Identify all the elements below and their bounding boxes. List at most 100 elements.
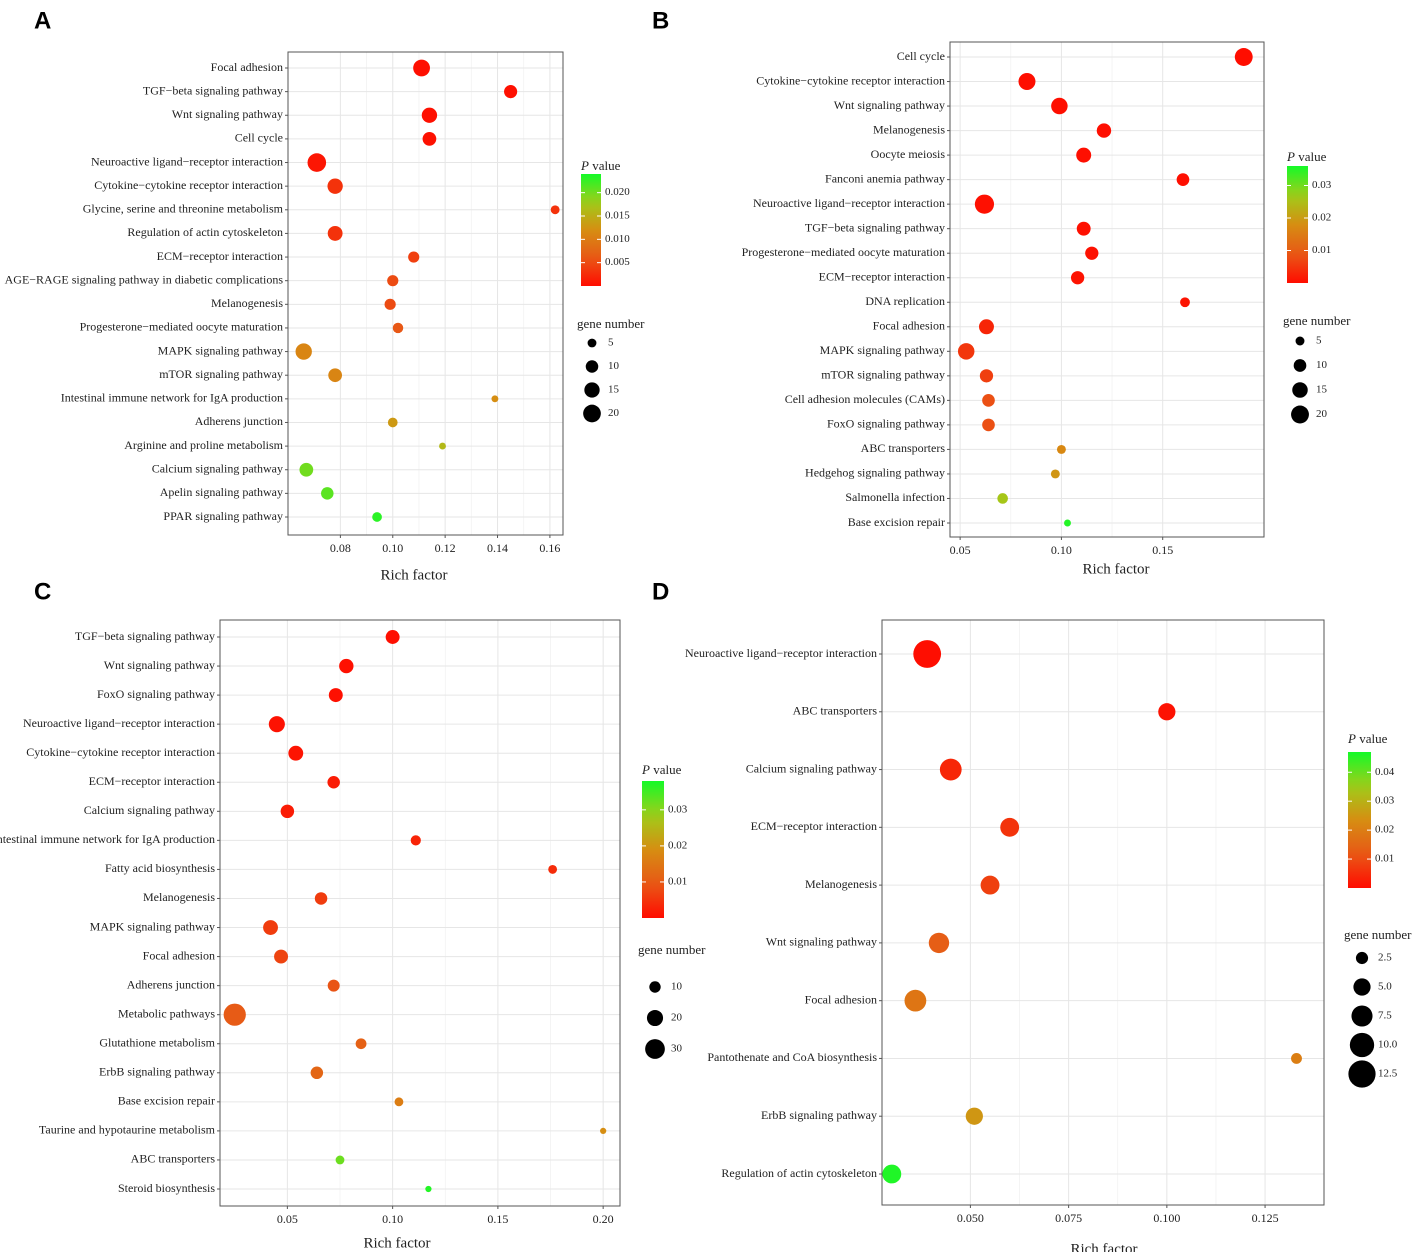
x-tick-label: 0.20 (593, 1212, 614, 1226)
color-legend-tick-label: 0.010 (605, 233, 630, 245)
category-label: Base excision repair (118, 1094, 215, 1108)
data-point (904, 989, 927, 1012)
category-label: Base excision repair (848, 515, 945, 529)
color-legend-title: P value (580, 158, 621, 173)
data-point (982, 394, 995, 407)
size-legend-label: 5.0 (1378, 981, 1392, 993)
data-point (223, 1003, 246, 1026)
color-legend-tick-label: 0.03 (1375, 795, 1395, 807)
category-label: ErbB signaling pathway (761, 1108, 877, 1122)
data-point (1064, 519, 1071, 527)
category-label: ECM−receptor interaction (751, 819, 877, 833)
category-label: Adherens junction (127, 977, 215, 991)
data-point (387, 275, 399, 287)
category-label: Regulation of actin cytoskeleton (721, 1166, 877, 1180)
color-legend-tick-label: 0.03 (1312, 179, 1332, 191)
color-legend-bar (1287, 166, 1308, 283)
x-tick-label: 0.050 (957, 1211, 984, 1225)
data-point (327, 178, 343, 194)
category-label: Glutathione metabolism (99, 1035, 215, 1049)
category-label: TGF−beta signaling pathway (805, 220, 945, 234)
size-legend-dot (585, 360, 599, 373)
color-legend-title-p: P (580, 158, 589, 173)
data-point (980, 875, 1000, 895)
size-legend-label: 20 (608, 407, 620, 419)
category-label: ABC transporters (131, 1152, 216, 1166)
color-legend-tick-label: 0.02 (1375, 824, 1394, 836)
category-label: mTOR signaling pathway (159, 367, 283, 381)
data-point (410, 835, 421, 846)
category-label: Cytokine−cytokine receptor interaction (94, 178, 283, 192)
panel-letter: A (34, 7, 51, 34)
x-tick-label: 0.16 (539, 541, 560, 555)
category-label: Intestinal immune network for IgA produc… (61, 391, 283, 405)
data-point (1070, 271, 1085, 285)
data-point (295, 343, 312, 360)
data-point (548, 865, 558, 874)
category-label: Progesterone−mediated oocyte maturation (80, 320, 283, 334)
panel-letter: B (652, 7, 669, 34)
category-label: Fatty acid biosynthesis (105, 861, 215, 875)
size-legend-label: 10 (608, 360, 620, 372)
category-label: Calcium signaling pathway (746, 761, 877, 775)
category-label: AGE−RAGE signaling pathway in diabetic c… (5, 272, 284, 286)
category-label: Focal adhesion (805, 992, 877, 1006)
plot-frame (949, 41, 1265, 538)
category-label: TGF−beta signaling pathway (75, 629, 215, 643)
panel-letter: D (652, 578, 669, 605)
data-point (384, 298, 396, 310)
category-label: Wnt signaling pathway (834, 98, 945, 112)
x-axis-title: Rich factor (1070, 1241, 1137, 1252)
plot-frame (219, 619, 621, 1207)
category-label: ErbB signaling pathway (99, 1065, 215, 1079)
data-point (997, 493, 1008, 504)
data-point (394, 1097, 404, 1107)
color-legend-title: P value (1286, 149, 1327, 164)
data-point (327, 226, 343, 241)
category-label: Glycine, serine and threonine metabolism (83, 202, 284, 216)
category-label: Intestinal immune network for IgA produc… (0, 832, 215, 846)
data-point (314, 892, 328, 905)
category-label: ABC transporters (861, 441, 946, 455)
color-legend-title-p: P (1286, 149, 1295, 164)
data-point (280, 804, 295, 819)
size-legend-label: 7.5 (1378, 1010, 1392, 1022)
x-tick-label: 0.10 (1051, 543, 1072, 557)
x-tick-label: 0.15 (487, 1212, 508, 1226)
data-point (1096, 123, 1112, 138)
size-legend-dot (1295, 336, 1305, 346)
size-legend-dot (1349, 1032, 1375, 1058)
data-point (392, 322, 404, 334)
category-label: FoxO signaling pathway (827, 417, 945, 431)
data-point (504, 85, 518, 99)
category-label: mTOR signaling pathway (821, 368, 945, 382)
data-point (327, 979, 340, 992)
category-label: DNA replication (865, 294, 945, 308)
category-label: Metabolic pathways (118, 1006, 215, 1020)
data-point (310, 1066, 324, 1080)
data-point (355, 1038, 367, 1050)
x-tick-label: 0.10 (382, 541, 403, 555)
color-legend-tick-label: 0.01 (668, 875, 687, 887)
data-point (600, 1127, 607, 1135)
category-label: Cytokine−cytokine receptor interaction (756, 73, 945, 87)
category-label: Melanogenesis (211, 296, 283, 310)
panel-a: A Focal adhesion TGF−beta signaling pathwa… (5, 7, 646, 583)
category-label: Cytokine−cytokine receptor interaction (26, 745, 215, 759)
category-label: Wnt signaling pathway (766, 935, 877, 949)
color-legend-title: P value (641, 762, 682, 777)
category-label: Focal adhesion (143, 948, 215, 962)
size-legend-dot (1292, 382, 1308, 398)
size-legend-label: 15 (1316, 384, 1328, 396)
data-point (425, 1185, 432, 1193)
category-label: Steroid biosynthesis (118, 1181, 215, 1195)
size-legend-dot (1348, 1060, 1376, 1088)
panel-c: C TGF−beta signaling pathway Wnt signaling… (0, 578, 706, 1251)
data-point (413, 59, 430, 77)
data-point (965, 1107, 983, 1125)
x-tick-label: 0.10 (382, 1212, 403, 1226)
category-label: Focal adhesion (211, 60, 283, 74)
color-legend-tick-label: 0.04 (1375, 766, 1395, 778)
color-legend-title-p: P (1347, 731, 1356, 746)
data-point (1076, 147, 1092, 163)
